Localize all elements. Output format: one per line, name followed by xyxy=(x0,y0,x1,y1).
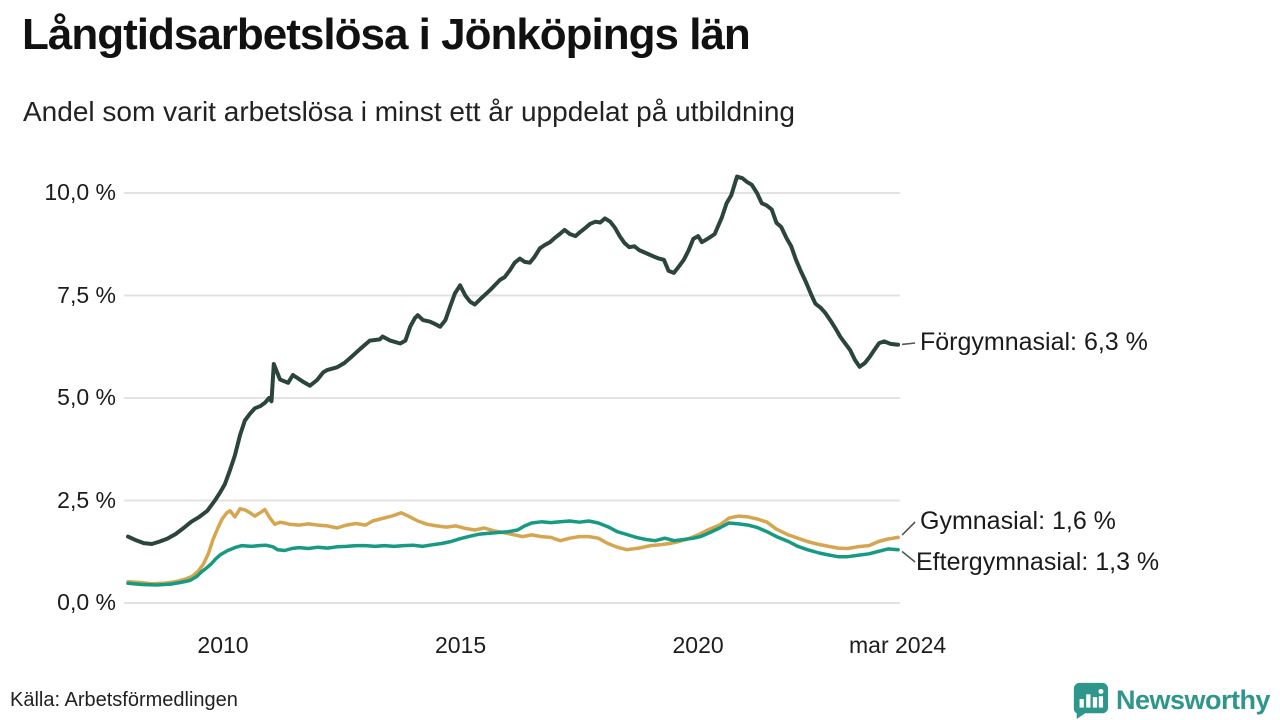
y-tick-label: 0,0 % xyxy=(57,589,116,615)
series-line-forgymnasial xyxy=(126,174,901,546)
x-tick-label: 2020 xyxy=(672,632,724,658)
x-tick-label: 2015 xyxy=(434,632,487,658)
brand-name: Newsworthy xyxy=(1115,684,1271,715)
page-subtitle: Andel som varit arbetslösa i minst ett å… xyxy=(23,96,795,127)
label-connector xyxy=(901,521,916,536)
y-tick-label: 7,5 % xyxy=(57,281,116,308)
label-connector xyxy=(901,550,916,563)
y-tick-label: 2,5 % xyxy=(57,486,116,513)
brand-logo: Newsworthy xyxy=(1071,681,1271,719)
page-title: Långtidsarbetslösa i Jönköpings län xyxy=(22,10,751,59)
series-end-label-eftergymnasial: Eftergymnasial: 1,3 % xyxy=(916,548,1160,576)
label-connector xyxy=(902,342,916,346)
source-note: Källa: Arbetsförmedlingen xyxy=(10,689,238,711)
x-tick-label: mar 2024 xyxy=(849,632,947,658)
x-tick-label: 2010 xyxy=(197,632,249,658)
series-end-label-forgymnasial: Förgymnasial: 6,3 % xyxy=(920,328,1148,356)
y-tick-label: 5,0 % xyxy=(57,384,116,410)
series-end-label-gymnasial: Gymnasial: 1,6 % xyxy=(920,507,1116,535)
series-line-eftergymnasial xyxy=(126,519,900,587)
newsworthy-icon xyxy=(1073,682,1109,719)
y-tick-label: 10,0 % xyxy=(44,179,116,205)
series-line-gymnasial xyxy=(126,506,900,586)
